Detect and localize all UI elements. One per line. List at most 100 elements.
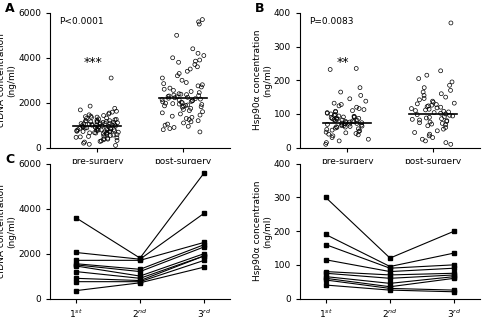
Point — [187, 89, 195, 94]
Point — [416, 117, 424, 123]
Point — [106, 129, 114, 134]
Point — [323, 110, 331, 115]
Point — [348, 108, 356, 113]
Point — [86, 104, 94, 109]
Point — [200, 53, 208, 58]
Point — [158, 99, 166, 104]
Point — [446, 142, 454, 147]
Point — [102, 119, 110, 124]
Point — [184, 95, 192, 100]
Point — [174, 73, 182, 78]
Point — [96, 122, 104, 127]
Point — [86, 142, 94, 147]
Point — [194, 19, 202, 24]
Point — [168, 55, 176, 60]
Point — [438, 116, 446, 121]
Point — [197, 104, 205, 109]
Point — [104, 111, 112, 117]
Point — [86, 130, 94, 135]
Point — [356, 93, 364, 98]
Point — [442, 122, 450, 127]
Point — [180, 120, 188, 126]
Point — [194, 93, 202, 98]
Point — [354, 126, 362, 131]
Point — [99, 131, 107, 136]
Point — [355, 106, 363, 111]
Point — [196, 57, 203, 63]
Point — [99, 120, 107, 125]
Text: A: A — [5, 2, 15, 15]
Point — [110, 120, 118, 125]
Point — [355, 129, 363, 134]
Point — [410, 130, 418, 135]
Point — [350, 114, 358, 119]
Point — [85, 122, 93, 127]
Point — [198, 109, 206, 114]
Point — [103, 130, 111, 135]
Point — [324, 111, 332, 116]
Point — [100, 137, 108, 143]
Point — [362, 99, 370, 104]
Y-axis label: cfDNA concentration
(ng/ml): cfDNA concentration (ng/ml) — [0, 33, 16, 127]
Point — [94, 119, 102, 124]
Point — [169, 101, 177, 106]
Point — [81, 126, 89, 131]
Point — [108, 109, 116, 115]
Point — [346, 119, 354, 125]
Point — [338, 122, 345, 127]
Point — [426, 115, 434, 120]
Point — [348, 118, 356, 124]
Text: C: C — [5, 153, 14, 166]
Point — [327, 115, 335, 120]
Point — [104, 136, 112, 142]
Point — [346, 124, 354, 129]
Point — [88, 122, 96, 127]
Point — [107, 75, 115, 81]
Y-axis label: cfDNA concentration
(ng/ml): cfDNA concentration (ng/ml) — [0, 184, 16, 278]
Point — [160, 81, 168, 86]
Point — [442, 140, 450, 145]
Point — [178, 105, 186, 110]
Point — [356, 128, 364, 134]
Point — [330, 117, 338, 122]
Point — [166, 86, 174, 91]
Point — [420, 93, 428, 98]
Point — [360, 107, 368, 112]
Point — [322, 142, 330, 147]
Point — [177, 91, 185, 97]
Point — [188, 98, 196, 103]
Text: B: B — [255, 2, 264, 15]
Point — [82, 116, 90, 121]
Point — [186, 66, 194, 72]
Point — [109, 133, 117, 138]
Point — [170, 125, 178, 130]
Point — [175, 101, 183, 107]
Point — [428, 122, 436, 127]
Point — [172, 33, 180, 38]
Point — [104, 136, 112, 141]
Point — [96, 139, 104, 144]
Point — [192, 59, 200, 64]
Point — [358, 120, 366, 125]
Point — [176, 111, 184, 117]
Point — [428, 135, 436, 140]
Point — [112, 143, 120, 148]
Y-axis label: Hsp90α concentration
(ng/ml): Hsp90α concentration (ng/ml) — [253, 181, 272, 282]
Point — [447, 21, 455, 26]
Point — [196, 22, 203, 27]
Point — [350, 115, 358, 120]
Point — [98, 123, 106, 128]
Point — [198, 84, 205, 90]
Point — [110, 106, 118, 111]
Point — [106, 126, 114, 131]
Point — [414, 76, 422, 81]
Point — [194, 64, 202, 69]
Point — [93, 126, 101, 131]
Point — [194, 83, 202, 89]
Point — [164, 94, 172, 99]
Point — [350, 119, 358, 124]
Point — [186, 108, 194, 113]
Point — [85, 112, 93, 117]
Point — [170, 92, 178, 98]
Point — [338, 117, 346, 123]
